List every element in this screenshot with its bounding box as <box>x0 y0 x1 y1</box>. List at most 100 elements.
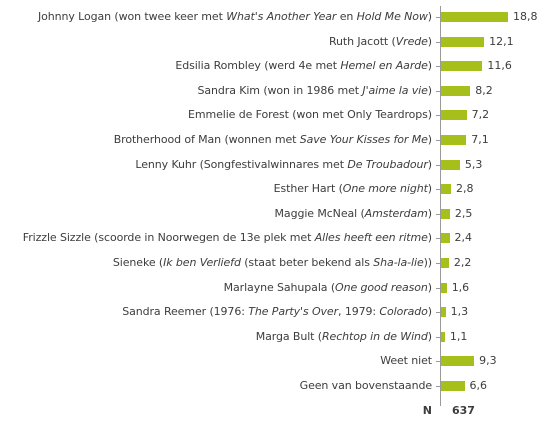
category-label-part: Save Your Kisses for Me <box>299 133 428 146</box>
category-label: Weet niet <box>380 354 432 368</box>
category-label-part: Sandra Kim (won in 1986 met <box>197 83 363 97</box>
category-label: Esther Hart (One more night) <box>274 182 432 196</box>
category-label-part: ) <box>427 206 432 220</box>
category-label-part: Ruth Jacott ( <box>328 34 396 48</box>
bar <box>441 307 446 318</box>
axis-tick <box>436 386 440 387</box>
value-label: 1,6 <box>451 280 470 294</box>
axis-tick <box>436 189 440 190</box>
category-label-part: Hemel en Aarde <box>340 59 428 73</box>
category-label-part: Geen van bovenstaande <box>299 379 432 392</box>
axis-tick <box>436 238 440 239</box>
value-label: 9,3 <box>479 354 497 368</box>
bar <box>441 331 445 342</box>
value-label: 2,2 <box>453 256 472 269</box>
category-label-part: , 1979: <box>338 305 380 319</box>
category-label-part: ) <box>427 157 432 171</box>
axis-tick <box>436 140 440 141</box>
category-label: Maggie McNeal (Amsterdam) <box>275 206 433 221</box>
category-label-part: One good reason <box>335 280 428 294</box>
axis-tick <box>436 214 440 215</box>
bar <box>441 356 475 367</box>
bar <box>441 184 451 195</box>
category-label-part: Ik ben Verliefd <box>163 256 241 269</box>
category-label-part: ) <box>427 182 432 196</box>
category-label-part: ) <box>427 34 432 48</box>
axis-tick <box>436 42 440 43</box>
category-label-part: ) <box>427 10 432 23</box>
category-label: Ruth Jacott (Vrede) <box>329 35 432 49</box>
value-label: 2,4 <box>454 231 473 245</box>
category-label-part: Brotherhood of Man (wonnen met <box>113 133 300 146</box>
axis-tick <box>436 115 440 116</box>
category-label-part: One more night <box>342 182 428 196</box>
category-label-part: Weet niet <box>380 354 432 368</box>
axis-tick <box>436 17 440 18</box>
bar <box>441 12 508 22</box>
category-label-part: ) <box>427 329 432 343</box>
bar <box>441 208 450 219</box>
category-label-part: Lenny Kuhr (Songfestivalwinnares met <box>135 157 348 171</box>
category-label-part: Sieneke ( <box>112 256 164 269</box>
axis-tick <box>436 288 440 289</box>
axis-tick <box>436 361 440 362</box>
axis-tick <box>436 312 440 313</box>
bar <box>441 135 467 145</box>
bar <box>441 381 465 391</box>
category-label-part: Sandra Reemer (1976: <box>122 305 249 319</box>
category-label-part: Amsterdam <box>364 206 428 220</box>
category-label: Marga Bult (Rechtop in de Wind) <box>256 330 432 344</box>
value-label: 8,2 <box>475 83 493 97</box>
category-label: Brotherhood of Man (wonnen met Save Your… <box>114 133 432 147</box>
category-label: Lenny Kuhr (Songfestivalwinnares met De … <box>135 158 432 172</box>
category-label: Marlayne Sahupala (One good reason) <box>224 281 432 295</box>
value-label: 18,8 <box>513 10 538 23</box>
category-label-part: )) <box>423 256 432 269</box>
bar <box>441 85 471 96</box>
category-label: Johnny Logan (won twee keer met What's A… <box>38 10 432 24</box>
category-label-part: ) <box>427 231 432 245</box>
category-label-part: Marlayne Sahupala ( <box>223 280 336 294</box>
category-label-part: ) <box>427 305 432 319</box>
bar <box>441 159 460 170</box>
value-label: 12,1 <box>489 34 514 48</box>
category-label: Geen van bovenstaande <box>300 379 432 393</box>
category-label: Emmelie de Forest (won met Only Teardrop… <box>188 108 432 122</box>
category-label-part: ) <box>427 133 432 146</box>
value-label: 1,1 <box>449 329 468 343</box>
category-label-part: (staat beter bekend als <box>240 256 374 269</box>
value-label: 7,1 <box>471 133 489 146</box>
bar <box>441 282 447 293</box>
category-label-part: Edsilia Rombley (werd 4e met <box>175 59 341 73</box>
category-label-part: ) <box>427 280 432 294</box>
category-label-part: ) <box>427 59 432 73</box>
axis-tick <box>436 66 440 67</box>
category-label-part: Johnny Logan (won twee keer met <box>37 10 227 23</box>
category-label-part: Colorado <box>379 305 428 319</box>
category-label-part: Alles heeft een ritme <box>314 231 428 245</box>
n-value: 637 <box>452 403 475 417</box>
axis-tick <box>436 91 440 92</box>
category-label-part: Frizzle Sizzle (scoorde in Noorwegen de … <box>22 231 315 245</box>
category-label-part: Hold Me Now <box>356 10 428 23</box>
category-label: Edsilia Rombley (werd 4e met Hemel en Aa… <box>175 59 432 73</box>
category-label-part: ) <box>427 83 432 97</box>
value-label: 11,6 <box>487 59 512 73</box>
category-label: Sandra Reemer (1976: The Party's Over, 1… <box>122 305 432 319</box>
category-label-part: J'aime la vie <box>362 83 428 97</box>
category-label-part: Emmelie de Forest (won met Only Teardrop… <box>188 108 432 122</box>
category-label: Sandra Kim (won in 1986 met J'aime la vi… <box>198 84 433 98</box>
axis-tick <box>436 337 440 338</box>
axis-tick <box>436 263 440 264</box>
category-label-part: De Troubadour <box>347 157 428 171</box>
category-label-part: en <box>336 10 357 23</box>
category-label-part: Marga Bult ( <box>255 329 322 343</box>
category-label-part: Esther Hart ( <box>273 182 343 196</box>
category-label-part: The Party's Over <box>248 305 339 319</box>
n-label: N <box>422 403 432 417</box>
bar <box>441 233 450 244</box>
category-label-part: What's Another Year <box>226 10 337 23</box>
axis-tick <box>436 165 440 166</box>
category-label-part: Rechtop in de Wind <box>321 329 428 343</box>
